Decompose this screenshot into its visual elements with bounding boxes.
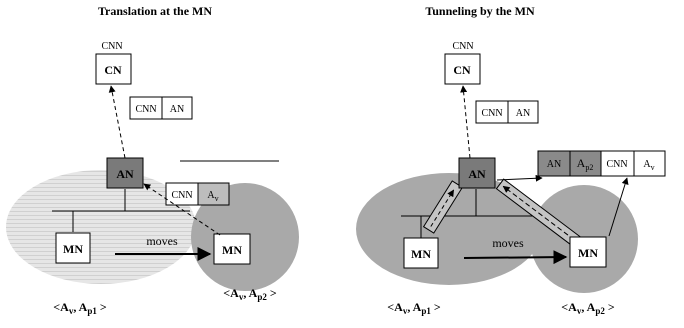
- left-packet-down-field1: CNN: [171, 190, 192, 201]
- right-an-node-box: [458, 157, 496, 189]
- left-home-network: [6, 170, 196, 284]
- right-tunnel-home: [422, 180, 464, 234]
- right-tunnel-field4: Av: [643, 159, 654, 172]
- left-an-node: AN: [116, 167, 134, 181]
- right-mn-home: MN: [411, 247, 431, 261]
- right-packet-up-field2: AN: [516, 108, 530, 119]
- right-tunnel-packet-arrow-2: [608, 177, 629, 237]
- left-caption-visited: <Av, Ap2 >: [223, 286, 277, 302]
- left-packet-down: CNN Av: [165, 182, 230, 206]
- left-mn-home-box: [55, 232, 91, 264]
- right-moves-label: moves: [492, 236, 524, 250]
- right-dashed-to-cn: [460, 85, 471, 159]
- right-moves-arrow: [463, 250, 568, 265]
- right-cn-address-label: CNN: [452, 41, 473, 52]
- left-dashed-to-cn: [108, 85, 126, 159]
- left-mn-home: MN: [63, 242, 83, 256]
- right-cn-node: CN: [453, 63, 471, 77]
- left-moves-label: moves: [146, 234, 178, 248]
- right-panel: Tunneling by the MN CNN CN CNN AN AN Ap2…: [356, 4, 666, 316]
- right-mn-visited: MN: [578, 246, 598, 260]
- right-caption-home: <Av, Ap1 >: [387, 300, 441, 316]
- right-mn-home-box: [403, 237, 439, 269]
- right-an-node: AN: [468, 167, 486, 181]
- right-mn-visited-box: [569, 236, 607, 268]
- left-mn-visited-box: [213, 233, 251, 265]
- right-caption-visited: <Av, Ap2 >: [561, 300, 615, 316]
- left-cn-node-box: [95, 53, 132, 85]
- right-panel-title: Tunneling by the MN: [425, 4, 535, 18]
- right-tunnel-field2: Ap2: [577, 156, 594, 172]
- left-packet-up: CNN AN: [129, 96, 193, 120]
- left-cn-address-label: CNN: [101, 41, 122, 52]
- left-packet-down-field2: Av: [207, 190, 218, 203]
- left-packet-up-field1: CNN: [135, 104, 156, 115]
- left-mn-visited: MN: [222, 243, 242, 257]
- right-packet-up: CNN AN: [475, 100, 539, 124]
- right-tunnel-field3: CNN: [606, 159, 627, 170]
- left-panel-title: Translation at the MN: [98, 4, 212, 18]
- left-caption-home: <Av, Ap1 >: [53, 300, 107, 316]
- left-panel: Translation at the MN CNN CN CNN AN AN C…: [6, 4, 299, 316]
- right-cn-node-box: [444, 53, 481, 85]
- right-tunnel-field1: AN: [547, 159, 561, 170]
- right-packet-tunnel: AN Ap2 CNN Av: [537, 150, 666, 177]
- right-packet-up-field1: CNN: [481, 108, 502, 119]
- left-dashed-to-an: [143, 183, 221, 236]
- left-cn-node: CN: [104, 63, 122, 77]
- left-packet-up-field2: AN: [170, 104, 184, 115]
